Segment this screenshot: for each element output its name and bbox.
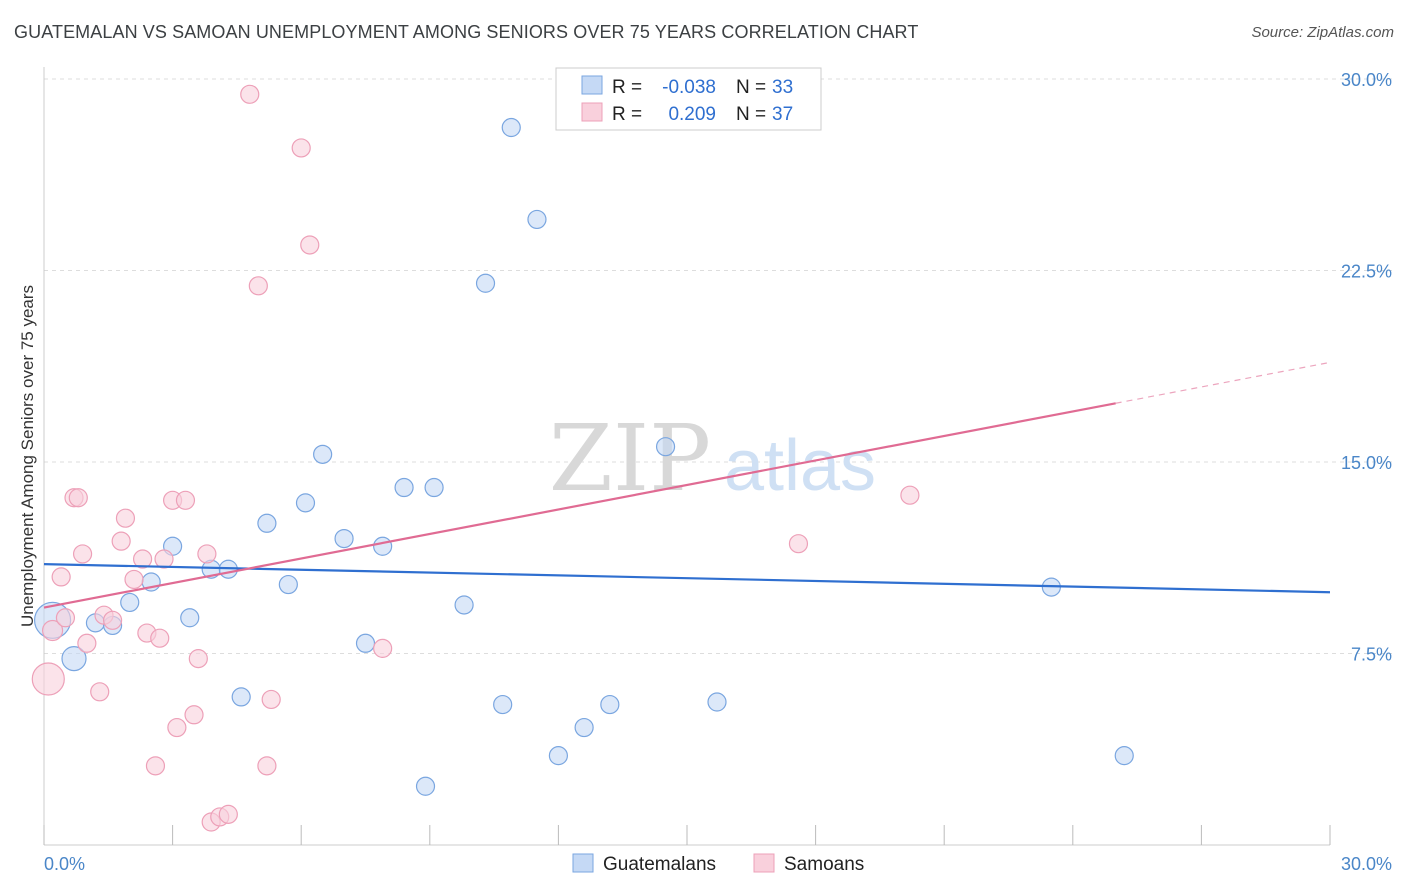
x-tick-label-min: 0.0% — [44, 854, 85, 874]
watermark-atlas: atlas — [724, 426, 876, 506]
y-tick-label-0: 7.5% — [1351, 645, 1392, 665]
correlation-legend: R = -0.038 N = 33 R = 0.209 N = 37 — [555, 67, 822, 131]
samoans-point-30 — [257, 756, 277, 776]
guatemalans-point-13 — [295, 493, 316, 513]
samoans-point-34 — [373, 638, 393, 658]
legend-r-value-1: 0.209 — [668, 104, 716, 125]
guatemalans-point-22 — [475, 273, 496, 293]
y-tick-label-1: 15.0% — [1341, 453, 1392, 473]
guatemalans-point-7 — [180, 608, 200, 628]
samoans-point-11 — [111, 531, 131, 551]
chart-title: GUATEMALAN VS SAMOAN UNEMPLOYMENT AMONG … — [14, 22, 919, 42]
legend-swatch-guatemalans-bottom — [572, 853, 594, 873]
samoans-point-32 — [291, 138, 311, 158]
trend-lines — [43, 361, 1331, 609]
samoans-point-35 — [788, 534, 809, 554]
guatemalans-point-21 — [454, 595, 474, 615]
guatemalans-point-23 — [493, 694, 513, 715]
legend-n-label-1: N = — [736, 104, 766, 125]
guatemalans-point-4 — [120, 592, 140, 613]
guatemalans-point-24 — [501, 117, 521, 138]
legend-label-samoans: Samoans — [784, 854, 864, 875]
guatemalans-point-17 — [373, 536, 393, 556]
guatemalans-point-27 — [574, 717, 594, 738]
guatemalans-point-28 — [600, 694, 620, 715]
samoans-point-14 — [132, 549, 153, 569]
guatemalans-point-15 — [334, 528, 354, 549]
guatemalans-point-1 — [61, 646, 87, 672]
samoans-point-23 — [188, 649, 208, 669]
x-tick-label-max: 30.0% — [1341, 854, 1392, 874]
legend-r-label-0: R = — [612, 77, 642, 98]
guatemalans-point-29 — [655, 437, 676, 457]
samoans-point-2 — [51, 567, 71, 587]
samoans-point-16 — [145, 756, 166, 776]
guatemalans-point-25 — [527, 209, 547, 230]
guatemalans-point-14 — [313, 444, 333, 464]
samoans-point-5 — [68, 488, 88, 508]
legend-label-guatemalans: Guatemalans — [603, 854, 716, 875]
legend-r-value-0: -0.038 — [662, 77, 716, 98]
guatemalans-point-12 — [278, 574, 298, 595]
guatemalans-point-10 — [231, 687, 251, 707]
watermark-zip: ZIP — [549, 405, 711, 512]
samoans-point-33 — [300, 235, 320, 255]
samoans-point-12 — [115, 508, 136, 528]
y-axis-label: Unemployment Among Seniors over 75 years — [18, 285, 37, 627]
y-tick-label-2: 22.5% — [1341, 262, 1392, 282]
samoans-trend-line — [43, 402, 1116, 609]
samoans-point-20 — [167, 717, 187, 738]
legend-swatch-guatemalans — [581, 75, 603, 95]
legend-n-label-0: N = — [736, 77, 766, 98]
guatemalans-point-18 — [394, 477, 414, 498]
guatemalans-point-30 — [707, 692, 727, 712]
samoans-point-3 — [55, 608, 76, 628]
samoans-point-27 — [218, 804, 238, 824]
samoans-point-29 — [248, 276, 268, 296]
legend-r-label-1: R = — [612, 104, 642, 125]
samoans-trend-extension — [1115, 361, 1331, 404]
y-tick-labels: 7.5% 15.0% 22.5% 30.0% — [1341, 70, 1392, 665]
chart-source: Source: ZipAtlas.com — [1251, 24, 1394, 41]
samoans-point-17 — [150, 628, 170, 648]
gridlines — [44, 78, 1392, 654]
y-tick-label-3: 30.0% — [1341, 70, 1392, 90]
samoans-point-31 — [261, 689, 281, 710]
samoans-point-24 — [197, 544, 217, 564]
watermark: ZIP atlas — [549, 405, 876, 512]
samoans-point-1 — [41, 619, 64, 642]
legend-swatch-samoans-bottom — [753, 853, 775, 873]
samoans-point-22 — [184, 705, 204, 725]
guatemalans-point-11 — [257, 513, 277, 533]
legend-n-value-0: 33 — [772, 77, 793, 98]
guatemalans-point-26 — [548, 746, 569, 766]
samoans-point-36 — [900, 485, 920, 505]
series-legend: Guatemalans Samoans — [572, 853, 864, 875]
samoans-point-8 — [90, 682, 110, 702]
guatemalans-point-20 — [424, 477, 444, 498]
samoans-points — [31, 84, 920, 832]
guatemalans-point-16 — [355, 633, 376, 653]
samoans-point-0 — [31, 662, 65, 696]
guatemalans-trend-line — [43, 563, 1331, 594]
samoans-point-10 — [102, 610, 123, 630]
samoans-point-21 — [175, 490, 196, 510]
samoans-point-28 — [240, 84, 260, 104]
x-tick-labels: 0.0% 30.0% — [44, 854, 1392, 874]
legend-swatch-samoans — [581, 102, 603, 122]
samoans-point-7 — [77, 633, 97, 653]
samoans-point-18 — [154, 549, 174, 569]
samoans-point-6 — [72, 544, 93, 564]
guatemalans-point-19 — [415, 776, 436, 796]
guatemalans-point-32 — [1114, 746, 1134, 766]
axes — [43, 67, 1331, 846]
samoans-point-13 — [124, 569, 144, 590]
legend-n-value-1: 37 — [772, 104, 793, 125]
